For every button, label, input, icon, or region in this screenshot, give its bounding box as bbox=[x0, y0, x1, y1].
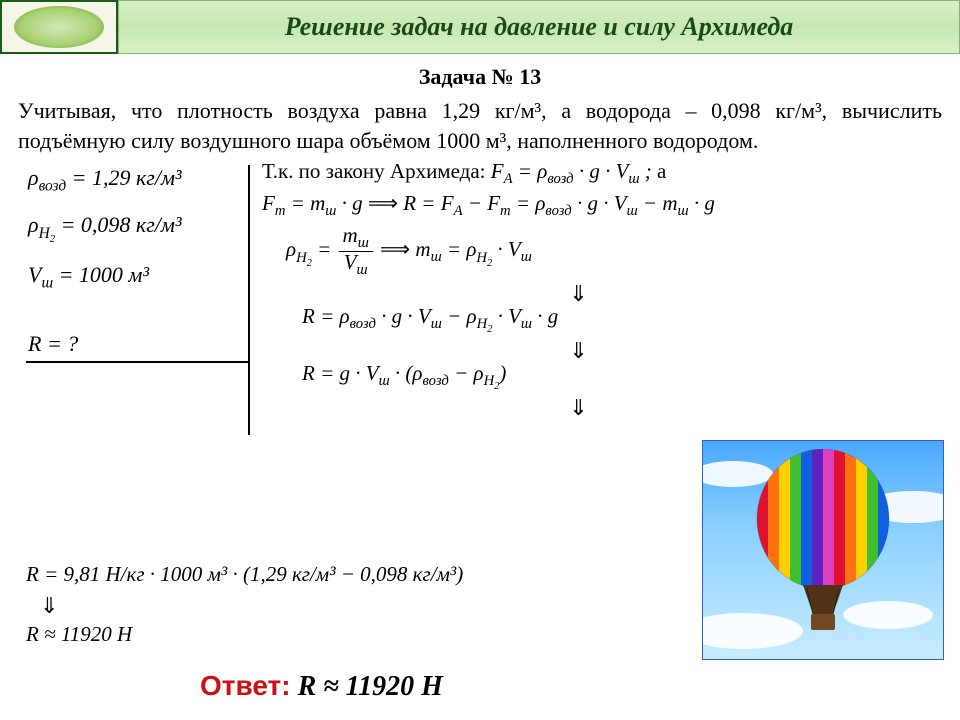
frac-den: Vш bbox=[339, 252, 373, 278]
problem-text: Учитывая, что плотность воздуха равна 1,… bbox=[0, 90, 960, 159]
deriv-line1-tail: а bbox=[657, 159, 666, 183]
calc-result: R ≈ 11920 Н bbox=[26, 622, 132, 647]
problem-heading: Задача № 13 bbox=[0, 64, 960, 90]
given-find: R = ? bbox=[28, 333, 238, 355]
logo-graphic bbox=[14, 6, 104, 48]
logo bbox=[0, 0, 118, 54]
down-arrow-1: ⇓ bbox=[442, 284, 715, 304]
given-hline bbox=[26, 361, 248, 363]
deriv-line2: Fт = mш · g ⟹ R = FA − Fт = ρвозд · g · … bbox=[262, 193, 715, 219]
solution: ρвозд = 1,29 кг/м³ ρH2 = 0,098 кг/м³ Vш … bbox=[0, 159, 960, 165]
deriv-line1-eq: FA = ρвозд · g · Vш ; bbox=[491, 159, 652, 183]
derivation: Т.к. по закону Архимеда: FA = ρвозд · g … bbox=[262, 161, 715, 420]
deriv-line5: R = g · Vш · (ρвозд − ρH2) bbox=[302, 363, 715, 392]
given-vline bbox=[248, 165, 250, 435]
deriv-line3-frac: mш Vш bbox=[339, 225, 373, 278]
down-arrow-2: ⇓ bbox=[442, 341, 715, 361]
deriv-line1: Т.к. по закону Архимеда: FA = ρвозд · g … bbox=[262, 161, 715, 187]
deriv-line1-text: Т.к. по закону Архимеда: bbox=[262, 159, 485, 183]
given-block: ρвозд = 1,29 кг/м³ ρH2 = 0,098 кг/м³ Vш … bbox=[28, 167, 238, 375]
down-arrow-4: ⇓ bbox=[40, 596, 58, 616]
page-title: Решение задач на давление и силу Архимед… bbox=[285, 12, 794, 42]
frac-num: mш bbox=[339, 225, 373, 252]
deriv-line2-lhs: Fт = mш · g bbox=[262, 191, 363, 215]
balloon-svg bbox=[743, 449, 903, 649]
deriv-line3-rhs: mш = ρH2 · Vш bbox=[415, 237, 531, 261]
calc-expression: R = 9,81 Н/кг · 1000 м³ · (1,29 кг/м³ − … bbox=[26, 562, 463, 587]
deriv-line2-rhs: R = FA − Fт = ρвозд · g · Vш − mш · g bbox=[403, 191, 715, 215]
deriv-line3: ρH2 = mш Vш ⟹ mш = ρH2 · Vш bbox=[286, 225, 715, 278]
title-bar: Решение задач на давление и силу Архимед… bbox=[118, 0, 960, 54]
balloon-image bbox=[702, 440, 944, 660]
given-rho-h2: ρH2 = 0,098 кг/м³ bbox=[28, 214, 238, 244]
answer: Ответ: R ≈ 11920 Н bbox=[200, 670, 443, 703]
given-rho-air: ρвозд = 1,29 кг/м³ bbox=[28, 167, 238, 194]
deriv-line4: R = ρвозд · g · Vш − ρH2 · Vш · g bbox=[302, 306, 715, 335]
answer-label: Ответ: bbox=[200, 670, 291, 701]
answer-value: R ≈ 11920 Н bbox=[298, 671, 443, 702]
down-arrow-3: ⇓ bbox=[442, 398, 715, 418]
header: Решение задач на давление и силу Архимед… bbox=[0, 0, 960, 54]
deriv-line3-lhs: ρH2 = bbox=[286, 237, 331, 261]
given-volume: Vш = 1000 м³ bbox=[28, 264, 238, 291]
